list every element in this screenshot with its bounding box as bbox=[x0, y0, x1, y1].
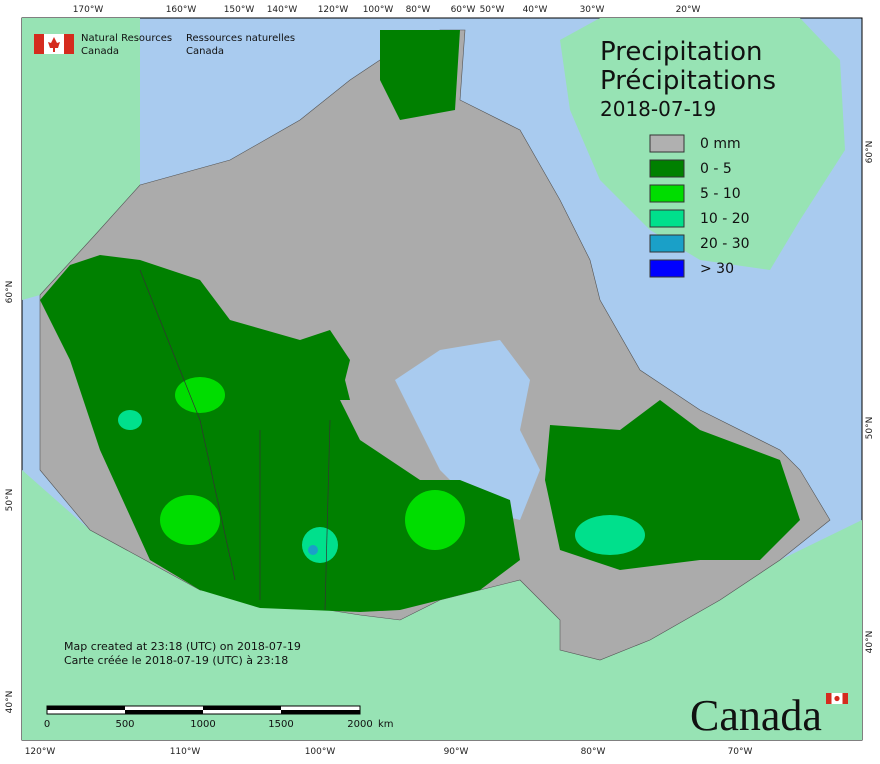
graticule-label: 50°W bbox=[480, 5, 505, 15]
graticule-label: 150°W bbox=[224, 5, 255, 15]
title-fr: Précipitations bbox=[600, 66, 776, 96]
graticule-label: 110°W bbox=[170, 747, 201, 757]
graticule-label: 20°W bbox=[676, 5, 701, 15]
precip-20-30 bbox=[308, 545, 318, 555]
legend-label: 10 - 20 bbox=[700, 211, 750, 227]
alaska bbox=[22, 18, 140, 300]
credit-line: Map created at 23:18 (UTC) on 2018-07-19 bbox=[64, 640, 301, 653]
greenland bbox=[560, 18, 845, 270]
graticule-label: 40°N bbox=[5, 691, 15, 714]
graticule-label: 90°W bbox=[444, 747, 469, 757]
agency-en: Canada bbox=[81, 46, 119, 57]
graticule-label: 30°W bbox=[580, 5, 605, 15]
agency-fr: Ressources naturelles bbox=[186, 33, 295, 44]
scale-label: 1000 bbox=[190, 719, 215, 730]
legend-label: 0 mm bbox=[700, 136, 741, 152]
legend-label: 20 - 30 bbox=[700, 236, 750, 252]
legend-swatch bbox=[649, 234, 685, 253]
flag-bar bbox=[842, 693, 848, 704]
legend-swatch bbox=[649, 259, 685, 278]
precip-5-10 bbox=[160, 495, 220, 545]
legend-swatch bbox=[649, 184, 685, 203]
graticule-label: 40°N bbox=[865, 631, 875, 654]
legend-swatch bbox=[649, 159, 685, 178]
graticule-label: 50°N bbox=[865, 417, 875, 440]
precip-10-20 bbox=[302, 527, 338, 563]
border bbox=[139, 269, 236, 581]
agency-flag bbox=[34, 34, 74, 54]
graticule-label: 80°W bbox=[406, 5, 431, 15]
graticule-label: 100°W bbox=[363, 5, 394, 15]
legend-label: 5 - 10 bbox=[700, 186, 741, 202]
graticule-label: 140°W bbox=[267, 5, 298, 15]
scale-label: 500 bbox=[115, 719, 134, 730]
scale-label: 0 bbox=[44, 719, 50, 730]
title-en: Precipitation bbox=[600, 37, 763, 67]
border bbox=[324, 419, 331, 611]
legend-swatch bbox=[649, 134, 685, 153]
precip-0-5-arctic bbox=[380, 30, 460, 120]
united-states bbox=[22, 470, 862, 740]
precip-10-20 bbox=[118, 410, 142, 430]
agency-fr: Canada bbox=[186, 46, 224, 57]
scale-label: 2000 bbox=[347, 719, 372, 730]
wordmark-flag bbox=[826, 693, 848, 704]
graticule-label: 160°W bbox=[166, 5, 197, 15]
hudson-bay bbox=[395, 340, 540, 520]
precip-0-5-west bbox=[40, 255, 520, 612]
precip-0-5-north bbox=[300, 360, 350, 400]
precip-5-10 bbox=[175, 377, 225, 413]
graticule-label: 170°W bbox=[73, 5, 104, 15]
graticule-label: 70°W bbox=[728, 747, 753, 757]
scale-segment bbox=[125, 710, 203, 714]
map-date: 2018-07-19 bbox=[600, 97, 716, 121]
flag-bar bbox=[64, 34, 74, 54]
credit-line: Carte créée le 2018-07-19 (UTC) à 23:18 bbox=[64, 654, 288, 667]
graticule-label: 120°W bbox=[25, 747, 56, 757]
graticule-label: 60°N bbox=[5, 281, 15, 304]
graticule-label: 50°N bbox=[5, 489, 15, 512]
scale-segment bbox=[203, 706, 281, 710]
flag-bar bbox=[826, 693, 832, 704]
graticule-label: 100°W bbox=[305, 747, 336, 757]
graticule-label: 40°W bbox=[523, 5, 548, 15]
graticule-label: 60°W bbox=[451, 5, 476, 15]
precip-10-20 bbox=[575, 515, 645, 555]
legend-label: 0 - 5 bbox=[700, 161, 732, 177]
graticule-label: 60°N bbox=[865, 141, 875, 164]
agency-en: Natural Resources bbox=[81, 33, 172, 44]
graticule-label: 80°W bbox=[581, 747, 606, 757]
scale-segment bbox=[281, 710, 360, 714]
scale-segment bbox=[47, 706, 125, 710]
maple-leaf bbox=[48, 37, 60, 52]
precip-5-10 bbox=[405, 490, 465, 550]
scale-label: 1500 bbox=[268, 719, 293, 730]
legend-swatch bbox=[649, 209, 685, 228]
scale-unit: km bbox=[378, 719, 394, 730]
graticule-label: 120°W bbox=[318, 5, 349, 15]
maple-leaf bbox=[834, 695, 840, 702]
legend-label: > 30 bbox=[700, 261, 734, 277]
flag-bar bbox=[34, 34, 44, 54]
wordmark: Canada bbox=[690, 691, 822, 740]
